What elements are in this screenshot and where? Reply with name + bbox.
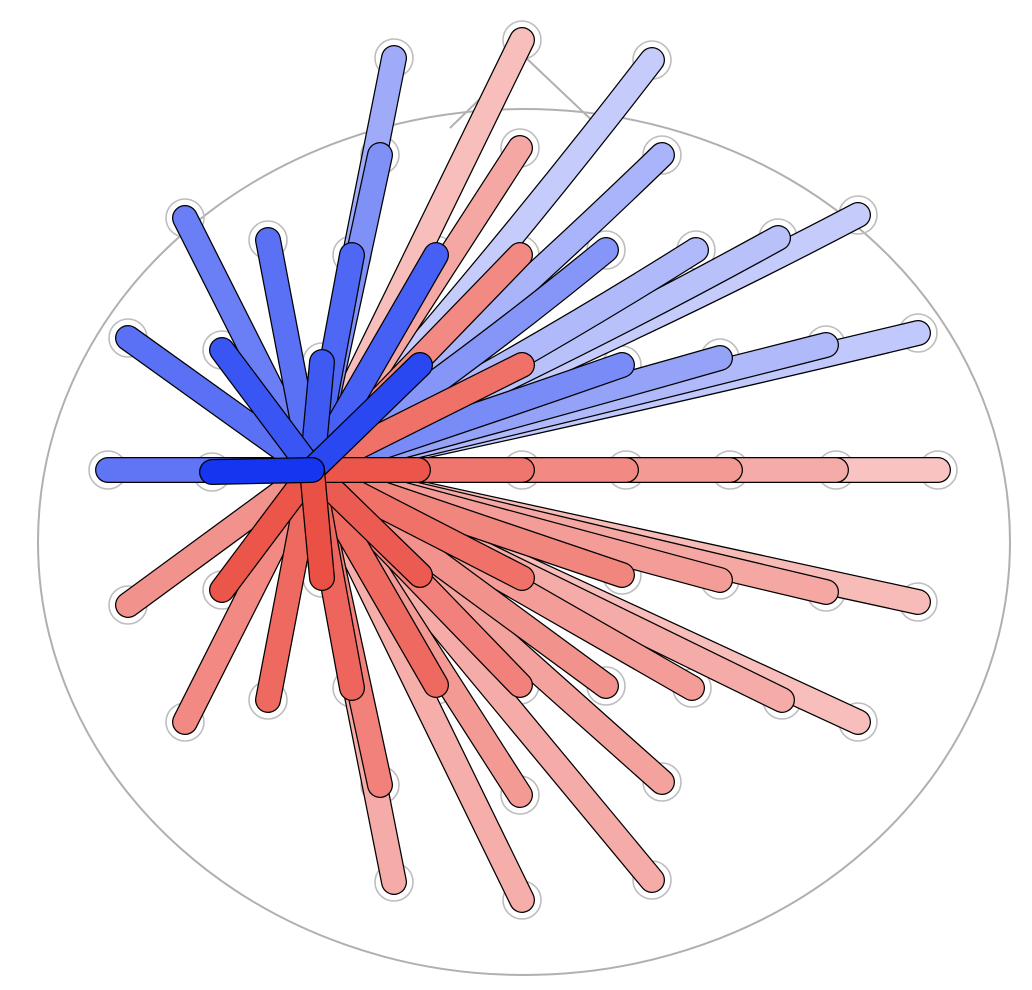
connection-sensor-26: [199, 457, 325, 485]
connection-layer: [95, 27, 951, 913]
sensor-05-ring: [642, 135, 682, 175]
connection-sensor-19: [299, 352, 433, 483]
connection-sensor-17: [209, 337, 325, 483]
connection-sensor-35: [299, 457, 335, 591]
head-outline: [37, 108, 1011, 976]
